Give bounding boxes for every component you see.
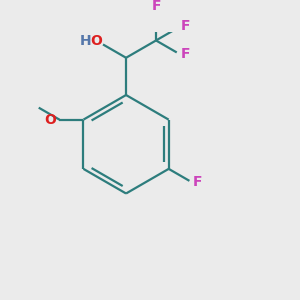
Text: O: O — [44, 112, 56, 127]
Text: F: F — [151, 0, 161, 13]
Text: F: F — [181, 20, 190, 33]
Text: H: H — [80, 34, 92, 48]
Text: F: F — [181, 47, 190, 61]
Text: O: O — [90, 34, 102, 48]
Text: F: F — [193, 175, 203, 189]
